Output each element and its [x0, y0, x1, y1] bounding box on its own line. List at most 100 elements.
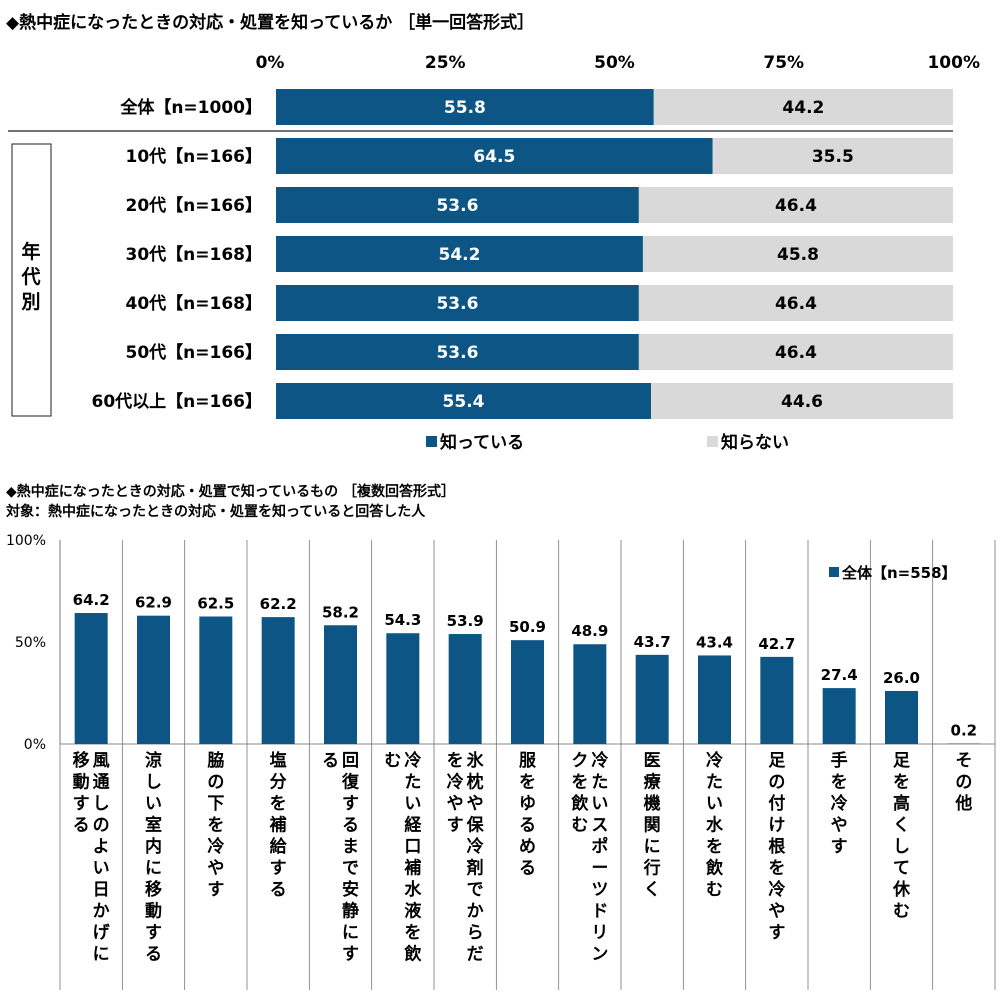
bar [199, 616, 233, 744]
category-label-char: 冷 [768, 879, 785, 900]
group-label-char: 別 [21, 291, 40, 313]
category-label-char: 冷 [404, 750, 421, 771]
category-label-char: す [342, 794, 359, 814]
data-label-known: 55.4 [443, 392, 485, 412]
category-label-char: で [467, 880, 484, 900]
category-label: 20代【n=166】 [126, 195, 263, 216]
category-label-char: た [706, 773, 723, 793]
x-tick-label: 0% [256, 53, 285, 73]
category-label-char: の [955, 773, 972, 793]
bar [573, 644, 607, 744]
category-label-char: 涼 [145, 750, 162, 771]
category-label-char: る [519, 816, 536, 836]
data-label: 62.2 [260, 595, 297, 613]
category-label-char: 動 [73, 772, 90, 793]
chart2-subtitle: 対象：熱中症になったときの対応・処置を知っていると回答した人 [6, 504, 426, 520]
category-label-char: 安 [342, 879, 359, 900]
bar-unknown [712, 138, 953, 174]
legend-swatch [829, 567, 839, 577]
data-label: 62.9 [135, 594, 172, 612]
category-label-char: を [207, 816, 224, 836]
bar [760, 656, 794, 744]
category-label-char: か [467, 902, 484, 922]
category-label-char: む [384, 751, 401, 771]
category-label-char: 冷 [706, 750, 723, 771]
category-label-char: 根 [768, 836, 785, 857]
category-label-char: く [644, 880, 661, 900]
data-label: 50.9 [509, 618, 546, 636]
chart2-title: ◆熱中症になったときの対応・処置で知っているもの ［複数回答形式］ [6, 484, 455, 500]
category-label: 全体【n=1000】 [119, 97, 262, 118]
data-label: 54.3 [384, 611, 421, 629]
category-label-char: を [571, 773, 588, 793]
category-label-char: 移 [73, 750, 90, 771]
data-label-known: 53.6 [436, 294, 478, 314]
category-label-char: た [591, 773, 608, 793]
bar-known [276, 334, 639, 370]
data-label: 48.9 [571, 622, 608, 640]
category-label-char: 移 [145, 879, 162, 900]
category-label-char: を [831, 773, 848, 793]
category-label-char: す [73, 794, 90, 814]
category-label-char: 行 [643, 858, 661, 879]
category-label-char: 水 [706, 815, 724, 836]
category-label-char: 補 [403, 858, 421, 879]
data-label-unknown: 46.4 [775, 294, 817, 314]
bar [448, 634, 482, 744]
category-label-char: す [768, 923, 785, 943]
category-label-char: リ [591, 923, 608, 943]
category-label-char: 日 [93, 880, 110, 900]
category-label-char: 給 [270, 836, 288, 857]
bar [885, 690, 918, 744]
category-label-char: 脇 [207, 750, 224, 771]
category-label-char: し [93, 794, 110, 814]
category-label-char: ク [571, 751, 588, 771]
category-label-char: 飲 [570, 793, 589, 814]
category-label-char: 枕 [467, 772, 484, 793]
category-label-char: い [706, 794, 723, 814]
category-label-char: の [768, 773, 785, 793]
category-label-char: 冷 [207, 836, 224, 857]
category-label-char: に [342, 923, 359, 943]
data-label-unknown: 46.4 [775, 343, 817, 363]
category-label-char: に [644, 837, 661, 857]
category-label-char: を [706, 837, 723, 857]
category-label-char: 手 [831, 750, 848, 771]
category-label-char: 飲 [705, 858, 724, 879]
category-label-char: ま [342, 837, 359, 857]
category-label: 30代【n=168】 [126, 244, 263, 265]
category-label: 60代以上【n=166】 [92, 391, 263, 412]
category-label-char: ド [591, 902, 608, 922]
category-label-char: す [207, 880, 224, 900]
category-label-char: す [145, 923, 162, 943]
bar-known [276, 383, 652, 419]
category-label-char: を [447, 751, 464, 771]
data-label-unknown: 46.4 [775, 196, 817, 216]
category-label-char: く [893, 816, 910, 836]
category-label-char: す [342, 945, 359, 965]
bar-unknown [642, 236, 953, 272]
bar [261, 617, 295, 744]
data-label: 0.2 [951, 722, 978, 740]
x-tick-label: 50% [594, 53, 635, 73]
category-label-char: 飲 [403, 944, 422, 965]
category-label: 10代【n=166】 [126, 146, 263, 167]
category-label-char: 関 [644, 816, 661, 836]
legend-swatch [707, 436, 718, 447]
data-label-known: 55.8 [444, 98, 486, 118]
category-label-char: に [93, 945, 110, 965]
category-label-char: を [768, 859, 785, 879]
category-label-char: す [270, 859, 287, 879]
bar-unknown [653, 89, 953, 125]
data-label: 26.0 [883, 669, 920, 687]
category-label-char: ゆ [519, 794, 536, 814]
category-label-char: 分 [270, 773, 287, 793]
category-label-char: の [207, 773, 224, 793]
group-label-char: 代 [20, 266, 40, 288]
category-label-char: る [322, 751, 339, 771]
category-label-char: 復 [341, 772, 360, 793]
bar [635, 654, 669, 744]
category-label-char: を [404, 923, 421, 943]
data-label: 43.7 [634, 633, 671, 651]
bar [137, 615, 170, 744]
